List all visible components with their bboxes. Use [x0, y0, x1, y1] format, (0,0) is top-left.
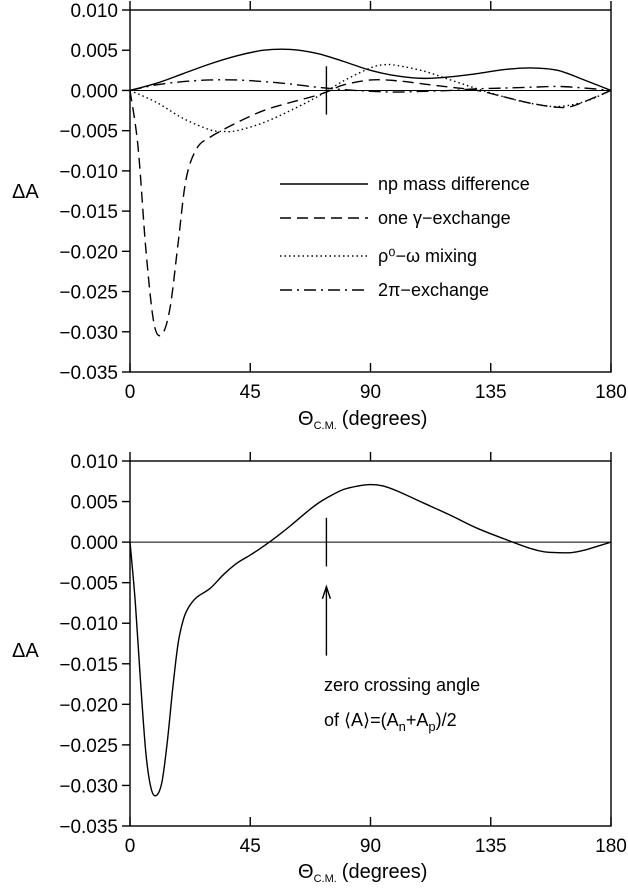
annotation-line-2: of ⟨A⟩=(An+Ap)/2: [324, 710, 457, 734]
bottom-y-tick-label: 0.010: [70, 452, 118, 473]
top-series-solid: [129, 48, 612, 92]
bottom-y-tick-label: −0.035: [59, 817, 118, 838]
top-series-group: [129, 48, 612, 337]
top-series-dashed: [129, 79, 612, 337]
top-plot-frame: [129, 9, 612, 373]
top-legend: np mass difference one γ−exchange ρ⁰−ω mix…: [280, 174, 530, 300]
bottom-x-tick-label: 0: [125, 836, 136, 857]
bottom-x-axis-symbol: Θ: [298, 861, 314, 883]
bottom-x-tick-label: 180: [595, 836, 627, 857]
top-y-tick-label: 0.000: [70, 81, 118, 102]
top-x-axis-symbol: Θ: [298, 408, 314, 430]
top-y-tick-label: −0.005: [59, 122, 118, 143]
annotation-arrow-head: [321, 584, 332, 599]
bottom-ticks: 0.010 0.005 0.000 −0.005 −0.010 −0.015 −0.020 −…: [59, 452, 627, 857]
bottom-x-tick-label: 45: [240, 836, 261, 857]
bottom-y-tick-label: −0.020: [59, 695, 118, 716]
top-ticks: 0.010 0.005 0.000 −0.005 −0.010 −0.015 −0.020 −…: [59, 1, 627, 403]
top-y-tick-label: −0.035: [59, 363, 118, 384]
bottom-y-axis-label: ΔA: [12, 640, 39, 662]
legend-label: np mass difference: [378, 174, 530, 194]
top-series-dotted: [129, 63, 612, 133]
top-x-tick-label: 90: [360, 382, 381, 403]
bottom-y-tick-label: −0.030: [59, 776, 118, 797]
top-series-dashdot: [129, 79, 612, 93]
bottom-y-tick-label: −0.010: [59, 614, 118, 635]
legend-label: ρ⁰−ω mixing: [378, 246, 477, 266]
bottom-y-tick-label: 0.000: [70, 533, 118, 554]
top-y-tick-label: 0.010: [70, 1, 118, 22]
top-x-tick-label: 45: [240, 382, 261, 403]
top-y-tick-label: −0.020: [59, 242, 118, 263]
legend-label: 2π−exchange: [378, 280, 489, 300]
bottom-x-axis-label: ΘC.M. (degrees): [298, 861, 427, 885]
bottom-x-axis-subscript: C.M.: [314, 873, 337, 885]
annotation-line-1: zero crossing angle: [324, 675, 480, 695]
bottom-series-solid: [129, 483, 612, 797]
top-y-tick-label: −0.025: [59, 283, 118, 304]
top-y-tick-label: −0.015: [59, 202, 118, 223]
bottom-series-group: [129, 483, 612, 797]
bottom-annotation: zero crossing angle of ⟨A⟩=(An+Ap)/2: [321, 584, 480, 734]
bottom-plot-frame: [129, 460, 612, 827]
bottom-y-tick-label: −0.005: [59, 574, 118, 595]
top-x-tick-label: 180: [595, 382, 627, 403]
top-x-axis-label: ΘC.M. (degrees): [298, 408, 427, 432]
top-y-tick-label: −0.010: [59, 162, 118, 183]
bottom-x-axis-unit: (degrees): [342, 861, 428, 883]
top-y-axis-label: ΔA: [12, 181, 39, 203]
bottom-y-tick-label: −0.015: [59, 655, 118, 676]
top-y-tick-label: −0.030: [59, 323, 118, 344]
bottom-x-tick-label: 135: [475, 836, 507, 857]
bottom-y-tick-label: 0.005: [70, 493, 118, 514]
top-y-tick-label: 0.005: [70, 41, 118, 62]
top-chart: 0.010 0.005 0.000 −0.005 −0.010 −0.015 −0.020 −…: [12, 1, 627, 432]
top-x-axis-unit: (degrees): [342, 408, 428, 430]
top-x-tick-label: 0: [125, 382, 136, 403]
top-x-axis-subscript: C.M.: [314, 420, 337, 432]
bottom-x-tick-label: 90: [360, 836, 381, 857]
bottom-chart: 0.010 0.005 0.000 −0.005 −0.010 −0.015 −0.020 −…: [12, 452, 627, 885]
bottom-y-tick-label: −0.025: [59, 736, 118, 757]
legend-label: one γ−exchange: [378, 208, 511, 228]
top-x-tick-label: 135: [475, 382, 507, 403]
